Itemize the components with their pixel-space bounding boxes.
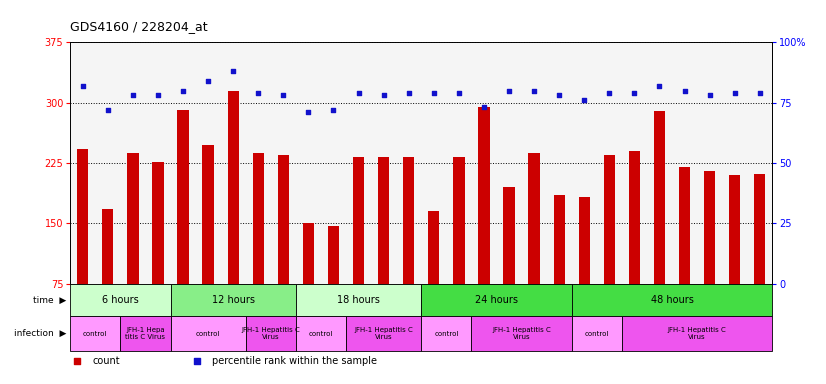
Bar bbox=[578, 197, 590, 284]
Bar bbox=[102, 209, 113, 284]
Bar bbox=[704, 171, 715, 284]
Point bbox=[226, 68, 240, 74]
Text: JFH-1 Hepatitis C
Virus: JFH-1 Hepatitis C Virus bbox=[354, 327, 413, 340]
Text: JFH-1 Hepatitis C
Virus: JFH-1 Hepatitis C Virus bbox=[667, 327, 726, 340]
Text: 48 hours: 48 hours bbox=[651, 295, 694, 305]
Bar bbox=[121, 316, 170, 351]
Bar bbox=[421, 316, 472, 351]
Point bbox=[628, 90, 641, 96]
Point bbox=[577, 97, 591, 103]
Point bbox=[277, 92, 290, 98]
Point bbox=[653, 83, 666, 89]
Point bbox=[76, 83, 89, 89]
Point bbox=[703, 92, 716, 98]
Bar bbox=[178, 110, 188, 284]
Bar bbox=[202, 144, 214, 284]
Point bbox=[151, 92, 164, 98]
Bar bbox=[529, 152, 539, 284]
Point bbox=[502, 88, 515, 94]
Bar bbox=[328, 226, 339, 284]
Bar bbox=[378, 157, 389, 284]
Point bbox=[477, 104, 491, 111]
Text: JFH-1 Hepatitis C
Virus: JFH-1 Hepatitis C Virus bbox=[241, 327, 300, 340]
Point bbox=[528, 88, 541, 94]
Bar bbox=[70, 316, 121, 351]
Bar bbox=[679, 167, 691, 284]
Bar bbox=[604, 155, 615, 284]
Bar bbox=[729, 175, 740, 284]
Point bbox=[377, 92, 390, 98]
Text: 18 hours: 18 hours bbox=[337, 295, 380, 305]
Text: control: control bbox=[585, 331, 609, 336]
Point bbox=[252, 90, 265, 96]
Bar bbox=[70, 284, 170, 316]
Bar bbox=[227, 91, 239, 284]
Text: percentile rank within the sample: percentile rank within the sample bbox=[212, 356, 377, 366]
Bar bbox=[572, 316, 622, 351]
Bar bbox=[253, 153, 264, 284]
Text: 24 hours: 24 hours bbox=[475, 295, 518, 305]
Bar bbox=[170, 284, 296, 316]
Text: control: control bbox=[196, 331, 221, 336]
Bar bbox=[127, 152, 139, 284]
Bar bbox=[428, 211, 439, 284]
Bar bbox=[278, 155, 289, 284]
Point bbox=[427, 90, 440, 96]
Point bbox=[553, 92, 566, 98]
Bar bbox=[296, 284, 421, 316]
Point bbox=[678, 88, 691, 94]
Point bbox=[102, 107, 115, 113]
Point bbox=[71, 358, 84, 364]
Point bbox=[301, 109, 315, 115]
Bar bbox=[453, 157, 464, 284]
Text: JFH-1 Hepa
titis C Virus: JFH-1 Hepa titis C Virus bbox=[126, 327, 165, 340]
Text: count: count bbox=[93, 356, 121, 366]
Point bbox=[402, 90, 415, 96]
Point bbox=[352, 90, 365, 96]
Bar bbox=[478, 107, 490, 284]
Text: control: control bbox=[309, 331, 333, 336]
Bar bbox=[77, 149, 88, 284]
Point bbox=[753, 90, 767, 96]
Bar bbox=[403, 157, 415, 284]
Bar bbox=[503, 187, 515, 284]
Point bbox=[728, 90, 741, 96]
Bar bbox=[246, 316, 296, 351]
Bar bbox=[654, 111, 665, 284]
Bar bbox=[629, 151, 640, 284]
Bar bbox=[421, 284, 572, 316]
Point bbox=[126, 92, 140, 98]
Bar bbox=[553, 195, 565, 284]
Text: control: control bbox=[434, 331, 458, 336]
Point bbox=[202, 78, 215, 84]
Point bbox=[177, 88, 190, 94]
Text: time  ▶: time ▶ bbox=[33, 296, 67, 305]
Text: 6 hours: 6 hours bbox=[102, 295, 139, 305]
Bar bbox=[472, 316, 572, 351]
Bar bbox=[303, 223, 314, 284]
Bar bbox=[754, 174, 766, 284]
Bar bbox=[572, 284, 772, 316]
Point bbox=[453, 90, 466, 96]
Bar bbox=[346, 316, 421, 351]
Bar bbox=[353, 157, 364, 284]
Point bbox=[603, 90, 616, 96]
Point bbox=[327, 107, 340, 113]
Bar bbox=[622, 316, 772, 351]
Text: control: control bbox=[83, 331, 107, 336]
Text: 12 hours: 12 hours bbox=[211, 295, 254, 305]
Bar bbox=[152, 162, 164, 284]
Text: infection  ▶: infection ▶ bbox=[14, 329, 67, 338]
Bar bbox=[296, 316, 346, 351]
Bar bbox=[170, 316, 246, 351]
Text: GDS4160 / 228204_at: GDS4160 / 228204_at bbox=[70, 20, 208, 33]
Point bbox=[190, 358, 203, 364]
Text: JFH-1 Hepatitis C
Virus: JFH-1 Hepatitis C Virus bbox=[492, 327, 551, 340]
